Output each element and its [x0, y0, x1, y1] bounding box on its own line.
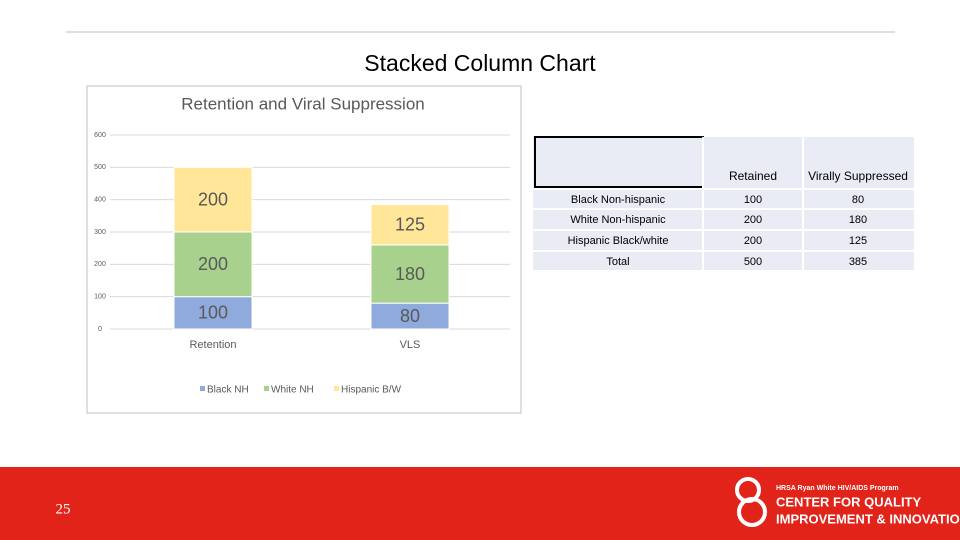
y-tick-label: 500	[94, 164, 106, 171]
table-cell: 125	[849, 235, 867, 247]
x-tick-label: VLS	[400, 339, 421, 351]
bar-segment	[173, 166, 253, 233]
row-label: Black Non-hispanic	[571, 194, 666, 206]
x-tick-label: Retention	[189, 339, 236, 351]
logo-program: HRSA Ryan White HIV/AIDS Program	[776, 485, 899, 492]
y-tick-label: 100	[94, 294, 106, 301]
bar-segment	[370, 204, 450, 246]
data-label: 100	[198, 303, 228, 323]
legend-swatch	[200, 386, 205, 391]
slide-number: 25	[56, 501, 71, 517]
legend-swatch	[334, 386, 339, 391]
y-tick-label: 200	[94, 261, 106, 268]
data-label: 200	[198, 189, 228, 209]
table-cell: 200	[744, 235, 762, 247]
table-cell: 385	[849, 256, 867, 268]
table-background	[533, 137, 914, 270]
table-cell: 100	[744, 194, 762, 206]
table-cell: 500	[744, 256, 762, 268]
data-label: 125	[395, 214, 425, 234]
data-label: 180	[395, 264, 425, 284]
column-header: Retained	[729, 169, 777, 183]
row-label: Total	[606, 256, 629, 268]
legend-label: White NH	[271, 385, 314, 396]
bar-segment	[173, 296, 253, 330]
data-label: 80	[400, 306, 420, 326]
chart-title: Retention and Viral Suppression	[181, 94, 425, 113]
bar-segment	[370, 244, 450, 304]
y-tick-label: 600	[94, 132, 106, 139]
footer-band	[0, 467, 960, 540]
legend-swatch	[264, 386, 269, 391]
legend-label: Hispanic B/W	[341, 385, 402, 396]
y-tick-label: 400	[94, 197, 106, 204]
logo-line: CENTER FOR QUALITY	[776, 494, 921, 509]
table-cell: 200	[744, 214, 762, 226]
legend-label: Black NH	[207, 385, 249, 396]
logo-ring	[737, 497, 767, 527]
logo-line: IMPROVEMENT & INNOVATION	[776, 511, 960, 526]
table-cell: 80	[852, 194, 864, 206]
column-header: Virally Suppressed	[808, 169, 908, 183]
logo: HRSA Ryan White HIV/AIDS Program CENTER …	[735, 477, 960, 527]
row-label: Hispanic Black/white	[568, 235, 669, 247]
row-label: White Non-hispanic	[570, 214, 666, 226]
y-tick-label: 300	[94, 229, 106, 236]
slide-title: Stacked Column Chart	[364, 50, 596, 76]
y-tick-label: 0	[98, 326, 102, 333]
chart: 0 100 200 300 400 500 600 100 200 200 Retention 80 1…	[94, 132, 510, 396]
bar-segment	[370, 302, 450, 330]
table-cell: 180	[849, 214, 867, 226]
table: Retained Virally Suppressed Black Non-hisp…	[533, 136, 914, 270]
data-label: 200	[198, 254, 228, 274]
